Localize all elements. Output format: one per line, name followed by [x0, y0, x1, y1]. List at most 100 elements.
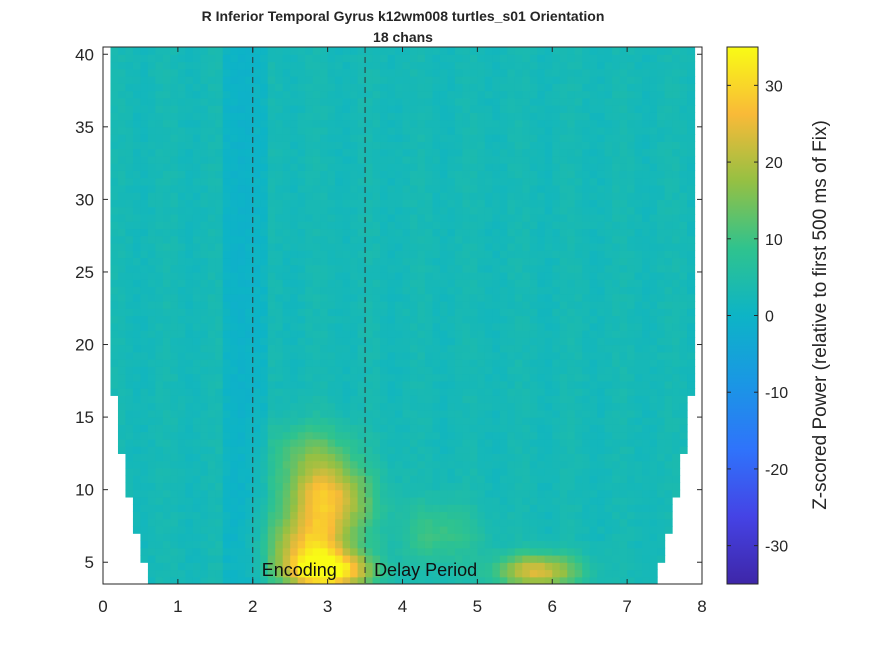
heatmap-cell: [245, 431, 254, 440]
heatmap-cell: [350, 576, 359, 584]
heatmap-cell: [642, 177, 651, 186]
heatmap-cell: [529, 170, 538, 179]
heatmap-cell: [207, 221, 216, 230]
heatmap-cell: [147, 308, 157, 317]
heatmap-cell: [282, 221, 291, 230]
heatmap-cell: [350, 446, 359, 454]
heatmap-cell: [132, 192, 142, 200]
heatmap-cell: [110, 126, 119, 135]
heatmap-cell: [215, 199, 224, 208]
heatmap-cell: [192, 330, 201, 338]
heatmap-cell: [679, 300, 688, 309]
heatmap-cell: [312, 554, 321, 563]
heatmap-cell: [454, 569, 463, 578]
heatmap-cell: [484, 213, 493, 222]
heatmap-cell: [132, 337, 142, 346]
heatmap-cell: [559, 141, 568, 150]
heatmap-cell: [305, 525, 314, 534]
heatmap-cell: [432, 119, 441, 128]
heatmap-cell: [402, 511, 411, 520]
heatmap-cell: [147, 351, 157, 360]
heatmap-cell: [612, 446, 621, 454]
heatmap-cell: [409, 134, 419, 142]
heatmap-cell: [335, 242, 344, 251]
heatmap-cell: [589, 148, 598, 157]
heatmap-cell: [402, 235, 411, 244]
heatmap-cell: [537, 250, 546, 259]
heatmap-cell: [350, 518, 359, 527]
heatmap-cell: [365, 170, 374, 179]
heatmap-cell: [687, 366, 696, 375]
heatmap-cell: [604, 424, 613, 433]
heatmap-cell: [672, 177, 681, 186]
heatmap-cell: [529, 337, 538, 346]
heatmap-cell: [267, 322, 276, 331]
heatmap-cell: [372, 388, 381, 396]
heatmap-cell: [597, 533, 606, 542]
heatmap-cell: [395, 286, 404, 295]
heatmap-cell: [507, 315, 516, 324]
heatmap-cell: [529, 213, 538, 222]
heatmap-cell: [634, 562, 643, 571]
heatmap-cell: [402, 380, 411, 389]
heatmap-cell: [477, 489, 486, 498]
heatmap-cell: [642, 206, 651, 215]
heatmap-cell: [207, 489, 216, 498]
heatmap-cell: [439, 141, 449, 150]
heatmap-cell: [402, 119, 411, 128]
heatmap-cell: [664, 221, 673, 230]
heatmap-cell: [432, 177, 441, 186]
heatmap-cell: [589, 446, 598, 454]
heatmap-cell: [612, 119, 621, 128]
heatmap-cell: [342, 467, 351, 476]
heatmap-cell: [574, 518, 583, 527]
heatmap-cell: [522, 242, 531, 251]
heatmap-cell: [439, 293, 449, 302]
heatmap-cell: [687, 286, 696, 295]
heatmap-cell: [417, 540, 426, 549]
heatmap-cell: [619, 504, 628, 513]
heatmap-cell: [125, 315, 134, 324]
heatmap-cell: [177, 242, 186, 251]
heatmap-cell: [432, 525, 441, 534]
heatmap-cell: [207, 250, 216, 259]
heatmap-cell: [582, 504, 591, 513]
heatmap-cell: [147, 170, 157, 179]
heatmap-cell: [424, 170, 434, 179]
heatmap-cell: [387, 453, 396, 462]
heatmap-cell: [387, 257, 396, 266]
heatmap-cell: [439, 417, 449, 425]
heatmap-cell: [612, 359, 621, 367]
heatmap-cell: [132, 184, 142, 193]
heatmap-cell: [245, 322, 254, 331]
heatmap-cell: [192, 308, 201, 317]
heatmap-cell: [207, 148, 216, 157]
heatmap-cell: [117, 344, 127, 353]
heatmap-cell: [365, 308, 374, 317]
heatmap-cell: [177, 192, 186, 200]
heatmap-cell: [672, 460, 681, 469]
heatmap-cell: [245, 330, 254, 338]
heatmap-cell: [469, 163, 478, 171]
heatmap-cell: [155, 264, 164, 273]
heatmap-cell: [544, 380, 553, 389]
heatmap-cell: [125, 293, 134, 302]
heatmap-cell: [192, 482, 201, 491]
heatmap-cell: [582, 112, 591, 121]
heatmap-cell: [627, 308, 636, 317]
heatmap-cell: [492, 293, 501, 302]
heatmap-cell: [649, 184, 658, 193]
heatmap-cell: [387, 511, 396, 520]
heatmap-cell: [350, 250, 359, 259]
heatmap-cell: [522, 170, 531, 179]
heatmap-cell: [604, 344, 613, 353]
heatmap-cell: [424, 199, 434, 208]
heatmap-cell: [365, 199, 374, 208]
heatmap-cell: [297, 554, 306, 563]
heatmap-cell: [664, 119, 673, 128]
heatmap-cell: [380, 105, 389, 113]
heatmap-cell: [252, 525, 261, 534]
heatmap-cell: [170, 562, 179, 571]
heatmap-cell: [207, 322, 216, 331]
heatmap-cell: [559, 308, 568, 317]
